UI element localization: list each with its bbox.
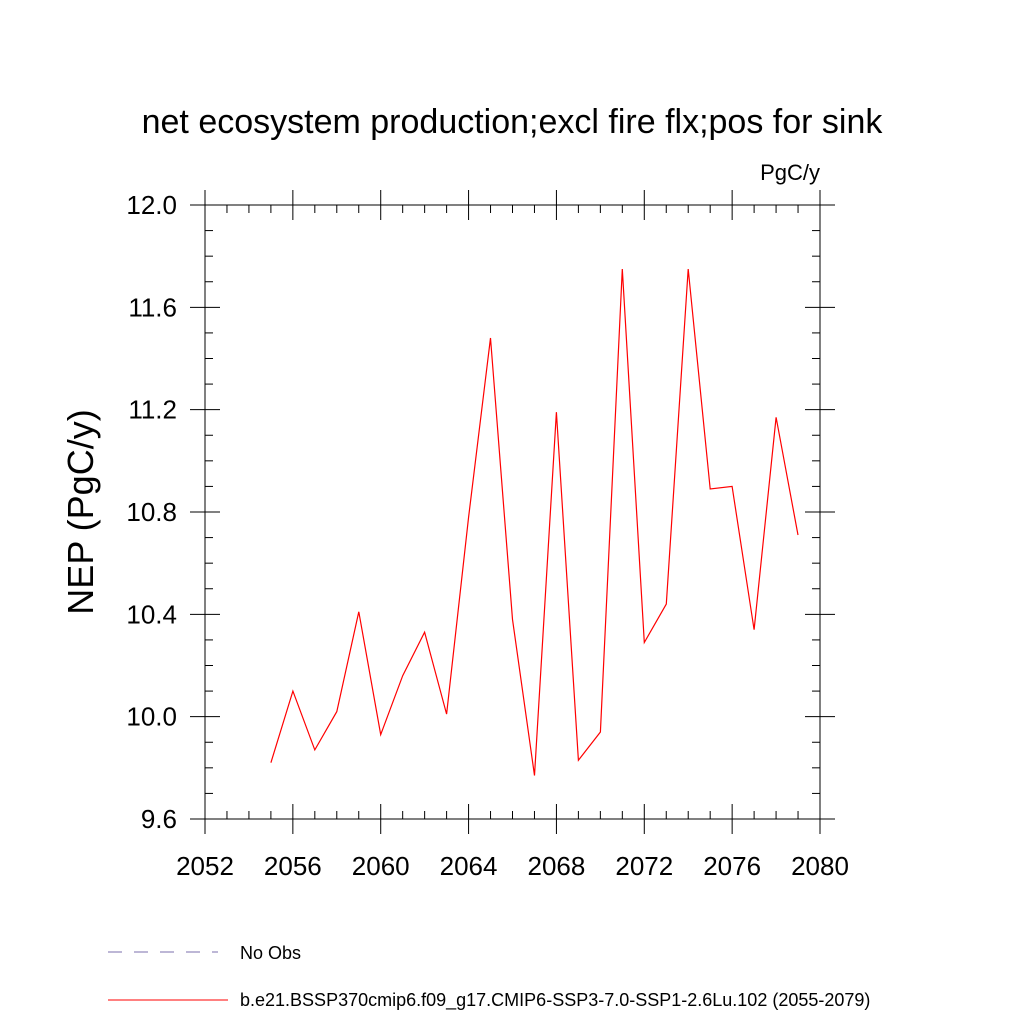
series-line	[270, 268, 799, 776]
x-tick-label: 2072	[615, 851, 673, 881]
y-tick-label: 9.6	[141, 804, 177, 834]
x-tick-label: 2052	[176, 851, 234, 881]
x-tick-label: 2080	[791, 851, 849, 881]
x-tick-label: 2068	[528, 851, 586, 881]
y-tick-label: 12.0	[126, 190, 177, 220]
x-tick-label: 2064	[440, 851, 498, 881]
major-ticks	[190, 190, 835, 834]
x-tick-label: 2060	[352, 851, 410, 881]
legend-label-no-obs: No Obs	[240, 943, 301, 963]
plot-frame	[204, 204, 821, 820]
y-axis-label: NEP (PgC/y)	[60, 409, 101, 614]
minor-ticks	[205, 205, 820, 819]
series-group	[270, 268, 799, 776]
x-tick-label: 2056	[264, 851, 322, 881]
legend: No Obs b.e21.BSSP370cmip6.f09_g17.CMIP6-…	[108, 943, 870, 1011]
chart-title: net ecosystem production;excl fire flx;p…	[142, 103, 884, 141]
y-tick-label: 11.6	[128, 292, 177, 322]
y-tick-label: 10.0	[126, 702, 177, 732]
legend-label-series: b.e21.BSSP370cmip6.f09_g17.CMIP6-SSP3-7.…	[240, 990, 870, 1011]
y-tick-label: 11.2	[128, 395, 177, 425]
tick-labels: 2052 2056 2060 2064 2068 2072 2076 2080 9.6 10.0 1…	[126, 190, 849, 881]
x-tick-label: 2076	[703, 851, 761, 881]
units-label: PgC/y	[760, 160, 820, 185]
y-tick-label: 10.4	[126, 599, 177, 629]
y-tick-label: 10.8	[126, 497, 177, 527]
